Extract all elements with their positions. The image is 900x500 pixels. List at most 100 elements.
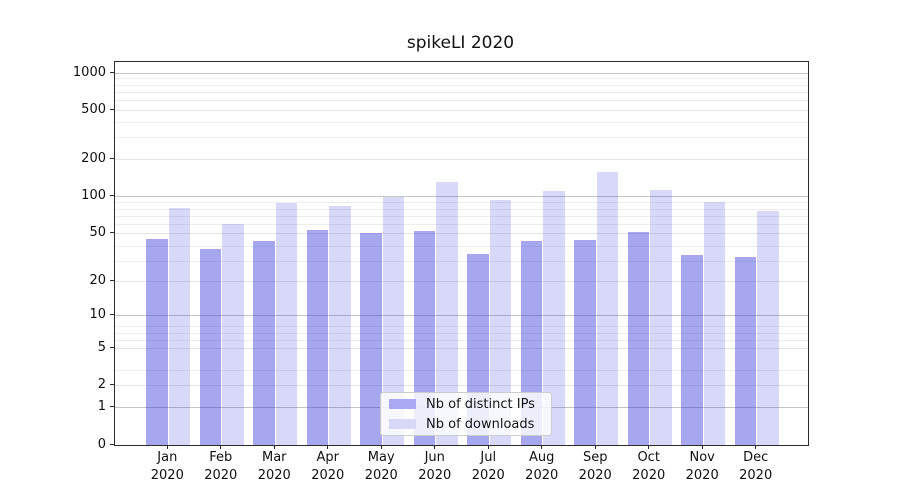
y-tick	[110, 443, 114, 445]
minor-gridline	[115, 100, 808, 102]
bar-feb-distinct-ips	[199, 249, 222, 445]
legend-item-distinct-ips: Nb of distinct IPs	[381, 396, 551, 413]
x-tick-label-jul: Jul 2020	[471, 450, 505, 483]
x-tick	[648, 445, 650, 449]
bar-nov-distinct-ips	[681, 255, 703, 445]
bar-oct-distinct-ips	[627, 232, 650, 445]
bar-may-downloads	[382, 196, 405, 445]
x-tick	[434, 445, 436, 449]
gridline	[115, 232, 808, 234]
y-tick	[110, 108, 114, 110]
minor-gridline	[115, 208, 808, 210]
y-tick-label: 100	[81, 188, 106, 203]
gridline	[115, 158, 808, 160]
bar-jun-distinct-ips	[413, 231, 436, 445]
bar-dec-distinct-ips	[734, 256, 757, 445]
minor-gridline	[115, 78, 808, 80]
plot-area	[114, 61, 809, 446]
minor-gridline	[115, 84, 808, 86]
y-tick	[110, 71, 114, 73]
gridline	[115, 385, 808, 387]
y-tick-label: 10	[89, 307, 106, 323]
x-tick	[541, 445, 543, 449]
minor-gridline	[115, 224, 808, 226]
minor-gridline	[115, 215, 808, 217]
legend-label-distinct-ips: Nb of distinct IPs	[426, 396, 535, 412]
x-tick-label-jan: Jan 2020	[150, 450, 184, 483]
minor-gridline	[115, 261, 808, 263]
bar-apr-distinct-ips	[306, 230, 329, 445]
x-tick-label-apr: Apr 2020	[311, 450, 345, 483]
x-tick-label-sep: Sep 2020	[578, 450, 612, 483]
minor-gridline	[115, 202, 808, 204]
major-gridline	[115, 315, 808, 317]
x-tick-label-feb: Feb 2020	[204, 450, 238, 483]
y-tick	[110, 157, 114, 159]
y-tick	[110, 406, 114, 408]
x-tick-label-nov: Nov 2020	[685, 450, 719, 483]
y-tick	[110, 347, 114, 349]
gridline	[115, 109, 808, 111]
x-tick	[166, 445, 168, 449]
x-tick	[327, 445, 329, 449]
bar-dec-downloads	[757, 211, 779, 445]
y-tick-label: 1	[97, 399, 106, 415]
bar-jan-downloads	[168, 208, 191, 445]
bar-mar-distinct-ips	[253, 241, 275, 445]
minor-gridline	[115, 121, 808, 123]
x-tick	[487, 445, 489, 449]
minor-gridline	[115, 326, 808, 328]
x-tick-label-may: May 2020	[364, 450, 398, 483]
x-tick-label-oct: Oct 2020	[632, 450, 666, 483]
bar-oct-downloads	[650, 189, 672, 445]
y-tick	[110, 195, 114, 196]
y-tick-label: 5	[97, 340, 106, 356]
y-tick-label: 500	[81, 101, 106, 117]
x-tick	[594, 445, 596, 449]
y-tick-label: 200	[81, 150, 106, 166]
gridline	[115, 280, 808, 282]
major-gridline	[115, 72, 808, 74]
bar-mar-downloads	[275, 202, 298, 445]
x-tick	[273, 445, 275, 449]
legend-item-downloads: Nb of downloads	[381, 416, 551, 433]
minor-gridline	[115, 91, 808, 93]
minor-gridline	[115, 137, 808, 139]
legend-swatch-distinct-ips	[389, 399, 416, 409]
bar-may-distinct-ips	[360, 233, 382, 445]
minor-gridline	[115, 339, 808, 341]
legend: Nb of distinct IPs Nb of downloads	[380, 392, 552, 436]
y-tick-label: 20	[89, 272, 106, 288]
y-tick-label: 2	[97, 377, 106, 393]
y-tick	[110, 279, 114, 281]
x-tick	[755, 445, 757, 449]
bar-apr-downloads	[329, 206, 351, 445]
bar-sep-distinct-ips	[574, 240, 596, 445]
y-tick	[110, 231, 114, 233]
x-tick-label-aug: Aug 2020	[525, 450, 559, 483]
minor-gridline	[115, 332, 808, 334]
major-gridline	[115, 196, 808, 197]
y-tick-label: 0	[97, 436, 106, 452]
chart-title: spikeLI 2020	[406, 33, 515, 53]
bar-nov-downloads	[703, 202, 726, 445]
x-tick	[701, 445, 703, 449]
bar-feb-downloads	[222, 223, 244, 445]
y-tick-label: 50	[89, 224, 106, 240]
minor-gridline	[115, 245, 808, 247]
y-tick	[110, 384, 114, 386]
minor-gridline	[115, 369, 808, 371]
x-tick-label-jun: Jun 2020	[418, 450, 452, 483]
bar-aug-downloads	[543, 191, 565, 445]
x-tick-label-mar: Mar 2020	[257, 450, 291, 483]
bar-jun-downloads	[436, 182, 458, 445]
bar-jan-distinct-ips	[146, 238, 168, 445]
gridline	[115, 348, 808, 350]
legend-swatch-downloads	[389, 419, 416, 429]
x-tick-label-dec: Dec 2020	[739, 450, 773, 483]
y-tick	[110, 314, 114, 316]
bar-sep-downloads	[596, 172, 619, 445]
y-tick-label: 1000	[72, 64, 106, 80]
x-tick	[380, 445, 382, 449]
